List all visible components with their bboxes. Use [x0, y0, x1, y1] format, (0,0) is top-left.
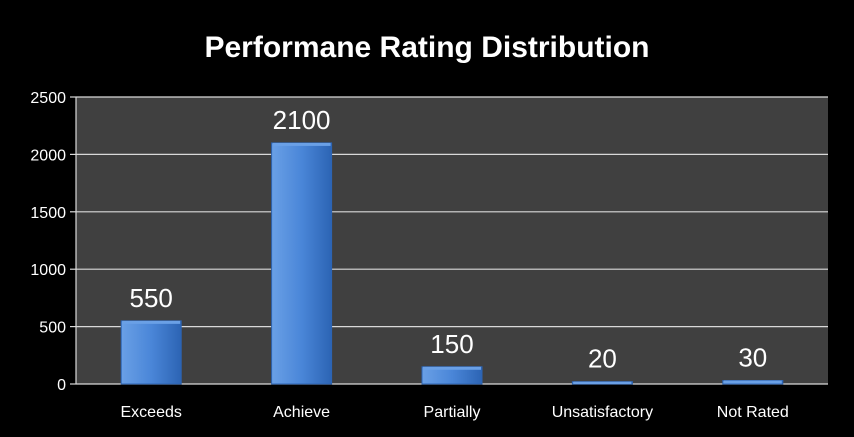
y-axis-ticks: 0 500 1000 1500 2000 2500: [30, 90, 66, 394]
data-labels: 550 2100 150 20 30: [130, 105, 768, 374]
gridlines: [70, 96, 828, 385]
y-tick-label: 500: [39, 320, 66, 337]
data-label: 2100: [273, 105, 331, 135]
bar-highlight: [272, 142, 331, 146]
data-label: 150: [430, 329, 473, 359]
bar: [271, 142, 333, 385]
data-label: 550: [130, 283, 173, 313]
x-tick-label: Exceeds: [121, 404, 182, 421]
bar-highlight: [423, 366, 481, 370]
y-tick-label: 2500: [30, 90, 66, 107]
data-label: 20: [588, 344, 617, 374]
y-tick-label: 2000: [30, 147, 66, 164]
y-tick-label: 0: [57, 377, 66, 394]
bar-highlight: [723, 380, 782, 384]
x-tick-label: Partially: [424, 404, 481, 421]
x-tick-label: Achieve: [273, 404, 330, 421]
data-label: 30: [738, 343, 767, 373]
x-axis-ticks: Exceeds Achieve Partially Unsatisfactory Not…: [121, 404, 789, 421]
bars: [120, 142, 784, 385]
chart-title: Performane Rating Distribution: [204, 31, 649, 64]
x-tick-label: Not Rated: [717, 404, 789, 421]
bar-highlight: [573, 381, 632, 384]
bar: [120, 320, 182, 385]
x-tick-label: Unsatisfactory: [552, 404, 653, 421]
y-tick-label: 1500: [30, 205, 66, 222]
bar-highlight: [122, 320, 181, 324]
y-tick-label: 1000: [30, 262, 66, 279]
plot-area: [76, 97, 828, 384]
